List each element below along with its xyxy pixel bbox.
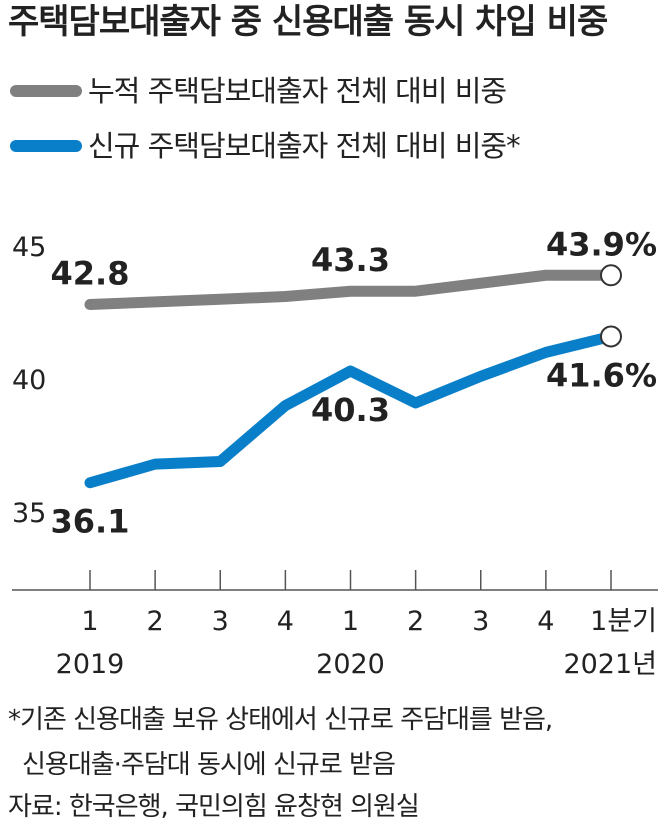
legend-label-new: 신규 주택담보대출자 전체 대비 비중* xyxy=(88,129,520,163)
footnote-line-1: *기존 신용대출 보유 상태에서 신규로 주담대를 받음, xyxy=(8,705,552,735)
x-tick-labels: 1 2 3 4 1 2 3 4 1분기 xyxy=(81,570,657,637)
legend-label-cumulative: 누적 주택담보대출자 전체 대비 비중 xyxy=(88,74,506,108)
x-tick-label: 2 xyxy=(147,606,164,637)
y-tick-labels: 35 40 45 xyxy=(12,232,46,529)
year-label: 2021년 xyxy=(563,649,657,680)
year-label: 2019 xyxy=(56,649,125,680)
y-tick-label: 35 xyxy=(12,498,46,529)
data-label: 40.3 xyxy=(311,391,390,429)
x-tick-label: 3 xyxy=(212,606,229,637)
chart-title: 주택담보대출자 중 신용대출 동시 차입 비중 xyxy=(8,2,608,42)
data-labels: 42.8 43.3 43.9% 36.1 40.3 41.6% xyxy=(51,225,657,540)
x-tick-label: 4 xyxy=(537,606,554,637)
x-tick-label: 1분기 xyxy=(590,606,657,637)
x-tick-label: 3 xyxy=(472,606,489,637)
x-tick-label: 1 xyxy=(342,606,359,637)
y-tick-label: 45 xyxy=(12,232,46,263)
series-lines xyxy=(84,269,617,489)
legend: 누적 주택담보대출자 전체 대비 비중 신규 주택담보대출자 전체 대비 비중* xyxy=(10,74,521,163)
data-label: 41.6% xyxy=(546,356,657,394)
x-tick-label: 2 xyxy=(407,606,424,637)
data-label: 43.9% xyxy=(546,225,657,263)
end-marker-0 xyxy=(600,264,622,287)
notes: *기존 신용대출 보유 상태에서 신규로 주담대를 받음, 신용대출·주담대 동… xyxy=(8,705,553,822)
y-tick-label: 40 xyxy=(12,365,46,396)
x-tick-label: 4 xyxy=(277,606,294,637)
data-label: 36.1 xyxy=(51,503,130,541)
data-label: 43.3 xyxy=(311,241,390,279)
year-label: 2020 xyxy=(316,649,385,680)
series-line-0 xyxy=(84,269,617,311)
footnote-line-2: 신용대출·주담대 동시에 신규로 받음 xyxy=(22,750,395,780)
source-note: 자료: 한국은행, 국민의힘 윤창현 의원실 xyxy=(8,792,419,822)
data-label: 42.8 xyxy=(51,255,130,293)
end-marker-1 xyxy=(600,325,622,348)
year-labels: 2019 2020 2021년 xyxy=(56,649,657,680)
x-tick-label: 1 xyxy=(81,606,98,637)
end-markers xyxy=(600,264,622,348)
series-line-1 xyxy=(84,330,617,489)
